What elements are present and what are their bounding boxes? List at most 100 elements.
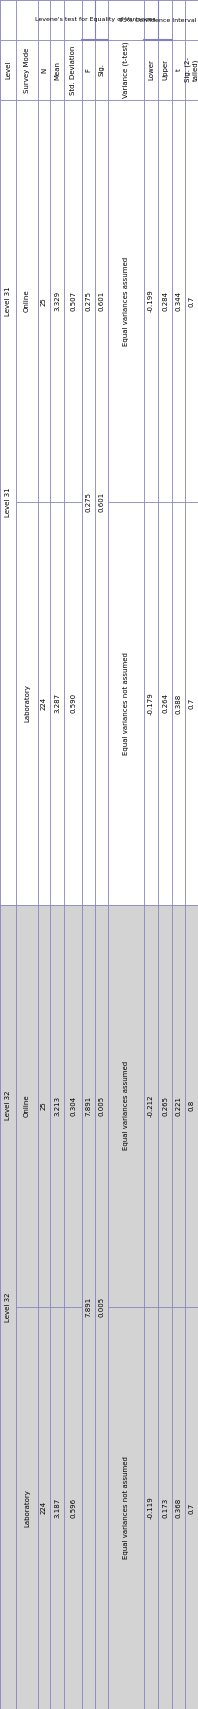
Text: 0.8: 0.8 bbox=[188, 1101, 194, 1111]
Text: -0.212: -0.212 bbox=[148, 1094, 154, 1118]
Bar bbox=[82, 1307, 95, 1709]
Bar bbox=[0, 39, 16, 101]
Bar bbox=[185, 0, 198, 39]
Bar bbox=[144, 0, 172, 39]
Bar bbox=[108, 101, 144, 502]
Bar bbox=[82, 0, 95, 39]
Bar bbox=[144, 904, 158, 1307]
Bar bbox=[64, 101, 82, 502]
Bar bbox=[158, 904, 172, 1307]
Bar bbox=[108, 39, 144, 101]
Text: Lower: Lower bbox=[148, 60, 154, 80]
Bar bbox=[0, 0, 16, 39]
Bar bbox=[0, 1307, 16, 1709]
Bar bbox=[82, 0, 108, 39]
Bar bbox=[95, 904, 108, 1307]
Bar bbox=[158, 101, 172, 502]
Text: 3.213: 3.213 bbox=[54, 1095, 60, 1116]
Text: 3.329: 3.329 bbox=[54, 291, 60, 311]
Text: Sig. (2-
tailed): Sig. (2- tailed) bbox=[185, 58, 198, 82]
Text: Mean: Mean bbox=[54, 60, 60, 80]
Text: 0.507: 0.507 bbox=[70, 291, 76, 311]
Bar bbox=[158, 39, 172, 101]
Bar bbox=[172, 39, 185, 101]
Text: F: F bbox=[86, 68, 91, 72]
Text: 0.275: 0.275 bbox=[86, 291, 91, 311]
Text: 0.388: 0.388 bbox=[175, 694, 182, 713]
Text: 0.264: 0.264 bbox=[162, 694, 168, 713]
Text: Level 32: Level 32 bbox=[5, 1292, 11, 1321]
Bar bbox=[95, 1307, 108, 1709]
Text: Levene's test for Equality of Variances: Levene's test for Equality of Variances bbox=[35, 17, 155, 22]
Bar bbox=[144, 101, 158, 502]
Bar bbox=[38, 0, 50, 39]
Text: Level 31: Level 31 bbox=[5, 487, 11, 518]
Bar bbox=[172, 502, 185, 904]
Bar bbox=[158, 502, 172, 904]
Bar bbox=[64, 1307, 82, 1709]
Text: Equal variances not assumed: Equal variances not assumed bbox=[123, 1456, 129, 1559]
Text: 0.601: 0.601 bbox=[98, 291, 105, 311]
Bar bbox=[82, 39, 95, 101]
Text: 7.891: 7.891 bbox=[86, 1095, 91, 1116]
Bar bbox=[95, 502, 108, 904]
Bar bbox=[82, 502, 95, 904]
Bar bbox=[144, 39, 158, 101]
Bar bbox=[50, 502, 64, 904]
Bar bbox=[82, 101, 95, 502]
Bar bbox=[64, 39, 82, 101]
Bar bbox=[64, 0, 82, 39]
Bar bbox=[172, 904, 185, 1307]
Bar bbox=[38, 101, 50, 502]
Text: 0.005: 0.005 bbox=[98, 1095, 105, 1116]
Bar bbox=[82, 101, 95, 904]
Bar bbox=[95, 904, 108, 1709]
Text: -0.119: -0.119 bbox=[148, 1497, 154, 1519]
Bar bbox=[95, 39, 108, 101]
Bar bbox=[38, 502, 50, 904]
Text: 0.005: 0.005 bbox=[98, 1297, 105, 1318]
Bar bbox=[95, 0, 108, 39]
Bar bbox=[172, 0, 185, 39]
Bar bbox=[108, 904, 144, 1307]
Text: 0.265: 0.265 bbox=[162, 1095, 168, 1116]
Bar bbox=[50, 101, 64, 502]
Text: Equal variances assumed: Equal variances assumed bbox=[123, 1061, 129, 1150]
Text: 3.187: 3.187 bbox=[54, 1497, 60, 1518]
Bar bbox=[144, 1307, 158, 1709]
Text: Survey Mode: Survey Mode bbox=[24, 48, 30, 92]
Text: Online: Online bbox=[24, 1094, 30, 1118]
Bar bbox=[108, 0, 144, 39]
Bar bbox=[64, 502, 82, 904]
Bar bbox=[16, 39, 38, 101]
Bar bbox=[16, 904, 38, 1307]
Text: -0.179: -0.179 bbox=[148, 692, 154, 714]
Bar bbox=[144, 502, 158, 904]
Text: 0.590: 0.590 bbox=[70, 694, 76, 713]
Bar bbox=[16, 1307, 38, 1709]
Bar bbox=[38, 39, 50, 101]
Text: Variance (t-test): Variance (t-test) bbox=[123, 41, 129, 99]
Bar bbox=[0, 101, 16, 904]
Text: -0.199: -0.199 bbox=[148, 291, 154, 313]
Bar bbox=[38, 1307, 50, 1709]
Text: Laboratory: Laboratory bbox=[24, 684, 30, 723]
Text: 0.221: 0.221 bbox=[175, 1095, 182, 1116]
Text: 3.287: 3.287 bbox=[54, 694, 60, 713]
Bar bbox=[172, 101, 185, 502]
Text: 0.596: 0.596 bbox=[70, 1497, 76, 1518]
Text: Upper: Upper bbox=[162, 60, 168, 80]
Text: Online: Online bbox=[24, 291, 30, 313]
Bar bbox=[16, 0, 38, 39]
Text: N: N bbox=[41, 67, 47, 72]
Bar bbox=[185, 502, 198, 904]
Text: 7.891: 7.891 bbox=[86, 1297, 91, 1318]
Text: 0.7: 0.7 bbox=[188, 296, 194, 306]
Bar bbox=[16, 101, 38, 502]
Bar bbox=[50, 0, 64, 39]
Text: 25: 25 bbox=[41, 297, 47, 306]
Text: Equal variances assumed: Equal variances assumed bbox=[123, 256, 129, 345]
Text: Std. Deviation: Std. Deviation bbox=[70, 46, 76, 94]
Bar bbox=[95, 101, 108, 904]
Bar bbox=[0, 101, 16, 502]
